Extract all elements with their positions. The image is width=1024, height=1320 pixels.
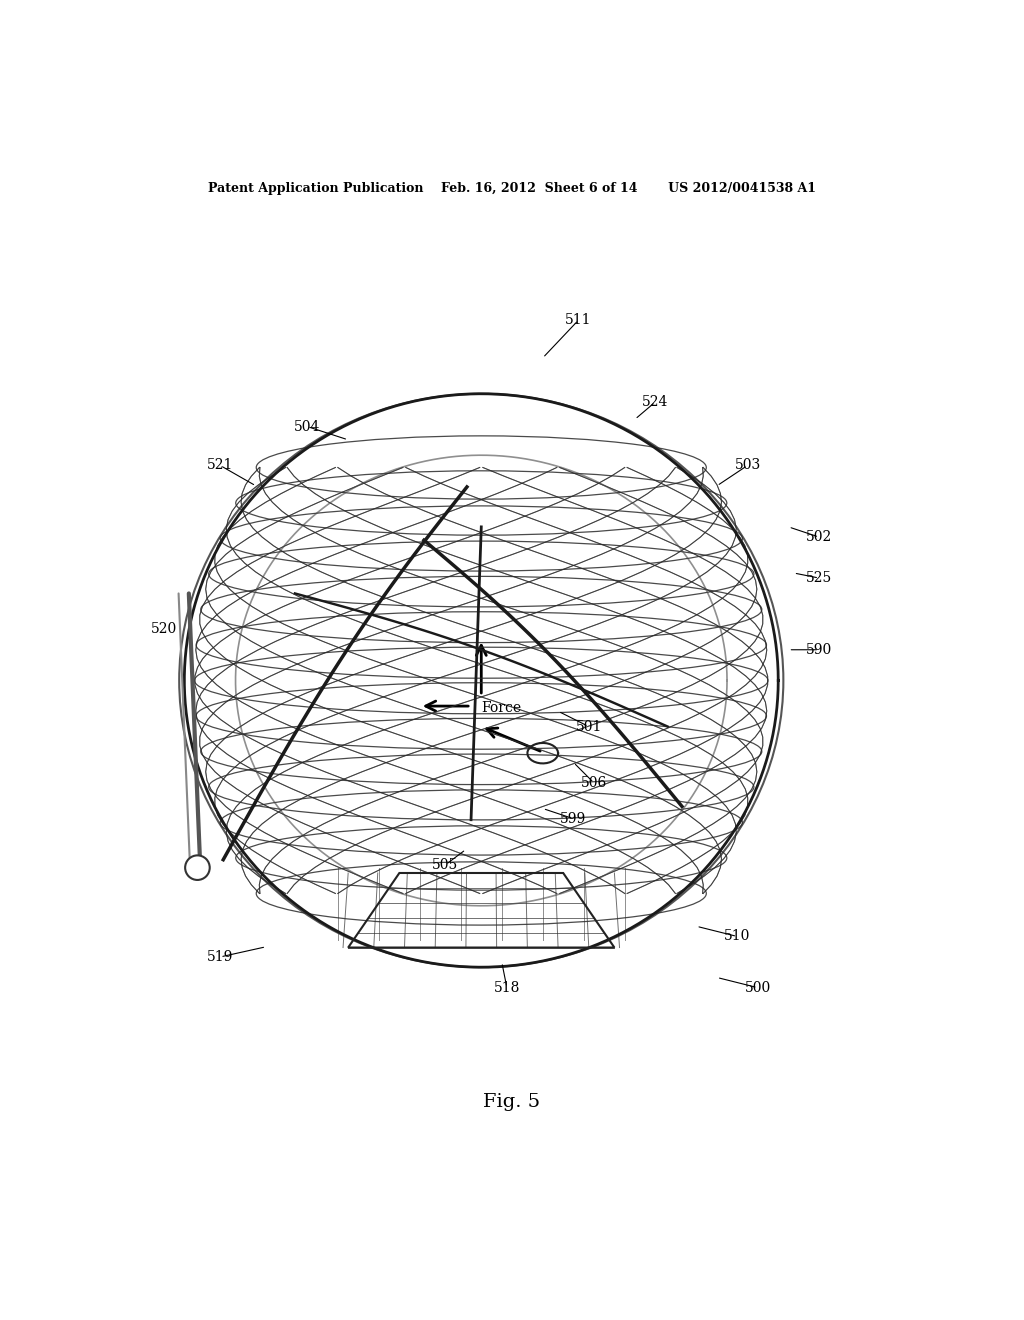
Text: 501: 501 <box>575 719 602 734</box>
Text: 504: 504 <box>294 420 321 433</box>
Text: 511: 511 <box>565 313 592 327</box>
Text: Force: Force <box>481 701 521 715</box>
Circle shape <box>185 855 210 880</box>
Text: 505: 505 <box>432 858 459 871</box>
Text: 599: 599 <box>560 812 587 826</box>
Text: 502: 502 <box>806 531 833 544</box>
Text: 525: 525 <box>806 572 833 585</box>
Text: Fig. 5: Fig. 5 <box>483 1093 541 1111</box>
Text: 521: 521 <box>207 458 233 473</box>
Text: 590: 590 <box>806 643 833 657</box>
Text: 519: 519 <box>207 950 233 964</box>
Text: Patent Application Publication    Feb. 16, 2012  Sheet 6 of 14       US 2012/004: Patent Application Publication Feb. 16, … <box>208 182 816 195</box>
Text: 518: 518 <box>494 981 520 995</box>
Text: 503: 503 <box>734 458 761 473</box>
Text: 506: 506 <box>581 776 607 789</box>
Text: 500: 500 <box>744 981 771 995</box>
Text: 520: 520 <box>151 622 177 636</box>
Text: 524: 524 <box>642 395 669 409</box>
Text: 510: 510 <box>724 929 751 944</box>
